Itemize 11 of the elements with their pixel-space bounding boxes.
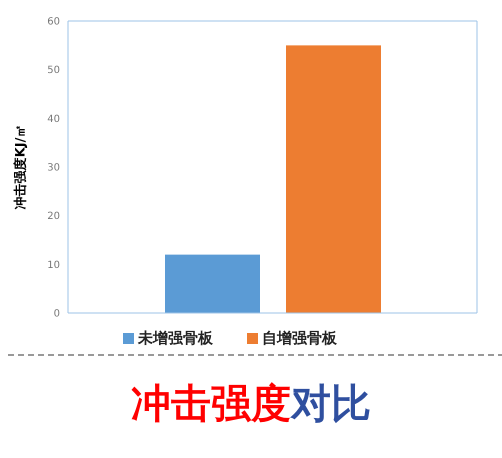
y-tick-label: 20 — [47, 211, 60, 222]
y-tick-label: 10 — [47, 260, 60, 271]
legend-label: 未增强骨板 — [138, 329, 213, 347]
text: 冲击强度对比 — [131, 381, 371, 427]
y-tick-label: 50 — [47, 65, 60, 76]
legend-label: 自增强骨板 — [262, 329, 337, 347]
y-tick-label: 60 — [47, 16, 60, 28]
y-axis-title: 冲击强度KJ/㎡ — [12, 124, 29, 210]
y-tick-label: 40 — [47, 114, 60, 125]
y-tick-label: 30 — [47, 162, 60, 174]
y-tick-label: 0 — [54, 308, 60, 320]
